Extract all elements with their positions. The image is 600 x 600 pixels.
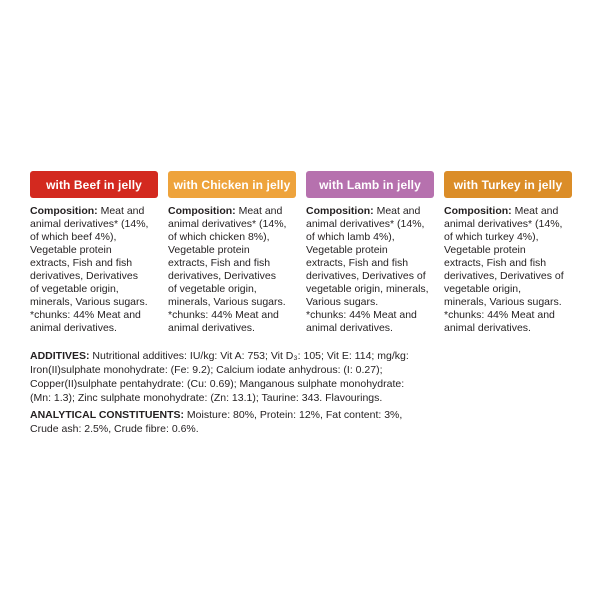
variant-column-beef: with Beef in jelly Composition: Meat and…: [30, 171, 158, 335]
variant-column-turkey: with Turkey in jelly Composition: Meat a…: [444, 171, 572, 335]
composition-text: Meat and animal derivatives* (14%, of wh…: [444, 205, 564, 334]
composition-turkey: Composition: Meat and animal derivatives…: [444, 205, 578, 335]
variant-header-lamb: with Lamb in jelly: [306, 171, 434, 198]
variant-header-chicken: with Chicken in jelly: [168, 171, 296, 198]
composition-text: Meat and animal derivatives* (14%, of wh…: [168, 205, 287, 334]
variant-header-beef: with Beef in jelly: [30, 171, 158, 198]
composition-chicken: Composition: Meat and animal derivatives…: [168, 205, 302, 335]
analytical-constituents-label: ANALYTICAL CONSTITUENTS:: [30, 409, 185, 421]
additives-text: Nutritional additives: IU/kg: Vit A: 753…: [30, 350, 409, 404]
analytical-constituents-text: Moisture: 80%, Protein: 12%, Fat content…: [30, 409, 403, 435]
composition-lamb: Composition: Meat and animal derivatives…: [306, 205, 440, 335]
variant-header-turkey: with Turkey in jelly: [444, 171, 572, 198]
composition-label: Composition:: [444, 205, 512, 217]
additives-label: ADDITIVES:: [30, 350, 90, 362]
composition-label: Composition:: [30, 205, 98, 217]
composition-beef: Composition: Meat and animal derivatives…: [30, 205, 164, 335]
composition-label: Composition:: [168, 205, 236, 217]
additives-paragraph: ADDITIVES: Nutritional additives: IU/kg:…: [30, 349, 575, 405]
composition-text: Meat and animal derivatives* (14%, of wh…: [306, 205, 429, 334]
variant-column-chicken: with Chicken in jelly Composition: Meat …: [168, 171, 296, 335]
variant-column-lamb: with Lamb in jelly Composition: Meat and…: [306, 171, 434, 335]
regulatory-text-block: ADDITIVES: Nutritional additives: IU/kg:…: [30, 349, 575, 436]
composition-text: Meat and animal derivatives* (14%, of wh…: [30, 205, 149, 334]
analytical-constituents-paragraph: ANALYTICAL CONSTITUENTS: Moisture: 80%, …: [30, 408, 575, 436]
variant-columns: with Beef in jelly Composition: Meat and…: [30, 171, 572, 335]
composition-label: Composition:: [306, 205, 374, 217]
